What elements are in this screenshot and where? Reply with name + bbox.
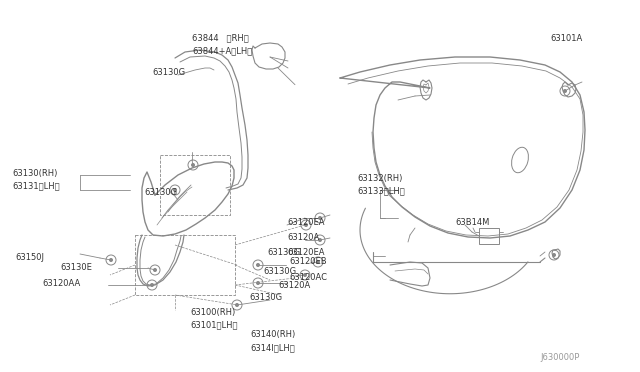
Text: 63120AA: 63120AA [42,279,80,288]
Circle shape [303,273,307,277]
Circle shape [256,281,260,285]
Text: 63120A: 63120A [287,232,319,241]
Circle shape [173,188,177,192]
Text: 63140(RH): 63140(RH) [250,330,295,340]
Text: 63132(RH): 63132(RH) [357,173,403,183]
Text: 63130G: 63130G [152,67,185,77]
Text: 63130G: 63130G [263,267,296,276]
Bar [479,228,499,244]
Text: 63133（LH）: 63133（LH） [357,186,404,196]
Text: J630000P: J630000P [541,353,580,362]
Circle shape [109,258,113,262]
Circle shape [304,223,308,227]
Text: 63120EB: 63120EB [289,257,326,266]
Text: 63120EA: 63120EA [287,218,324,227]
Circle shape [235,303,239,307]
Text: 6314I（LH）: 6314I（LH） [250,343,295,353]
Text: 63B14M: 63B14M [455,218,490,227]
Circle shape [563,89,567,93]
Text: 63130E: 63130E [60,263,92,273]
Circle shape [153,268,157,272]
Text: 63101A: 63101A [550,33,582,42]
Circle shape [318,238,322,242]
Text: 63120AC: 63120AC [289,273,327,282]
Text: 63131（LH）: 63131（LH） [12,182,60,190]
Text: 63130G: 63130G [144,187,177,196]
Text: 63844   （RH）: 63844 （RH） [192,33,249,42]
Circle shape [256,263,260,267]
Text: 63150J: 63150J [15,253,44,263]
Circle shape [318,216,322,220]
Text: 63130(RH): 63130(RH) [12,169,58,177]
Text: 63100(RH): 63100(RH) [190,308,236,317]
Text: 63130G: 63130G [249,294,282,302]
Text: 63844+A（LH）: 63844+A（LH） [192,46,252,55]
Text: 63120EA: 63120EA [287,247,324,257]
Circle shape [150,283,154,287]
Circle shape [552,253,556,257]
Text: 63120A: 63120A [278,280,310,289]
Circle shape [316,260,320,264]
Text: 63101（LH）: 63101（LH） [190,321,237,330]
Circle shape [191,163,195,167]
Text: 63130G: 63130G [267,247,300,257]
